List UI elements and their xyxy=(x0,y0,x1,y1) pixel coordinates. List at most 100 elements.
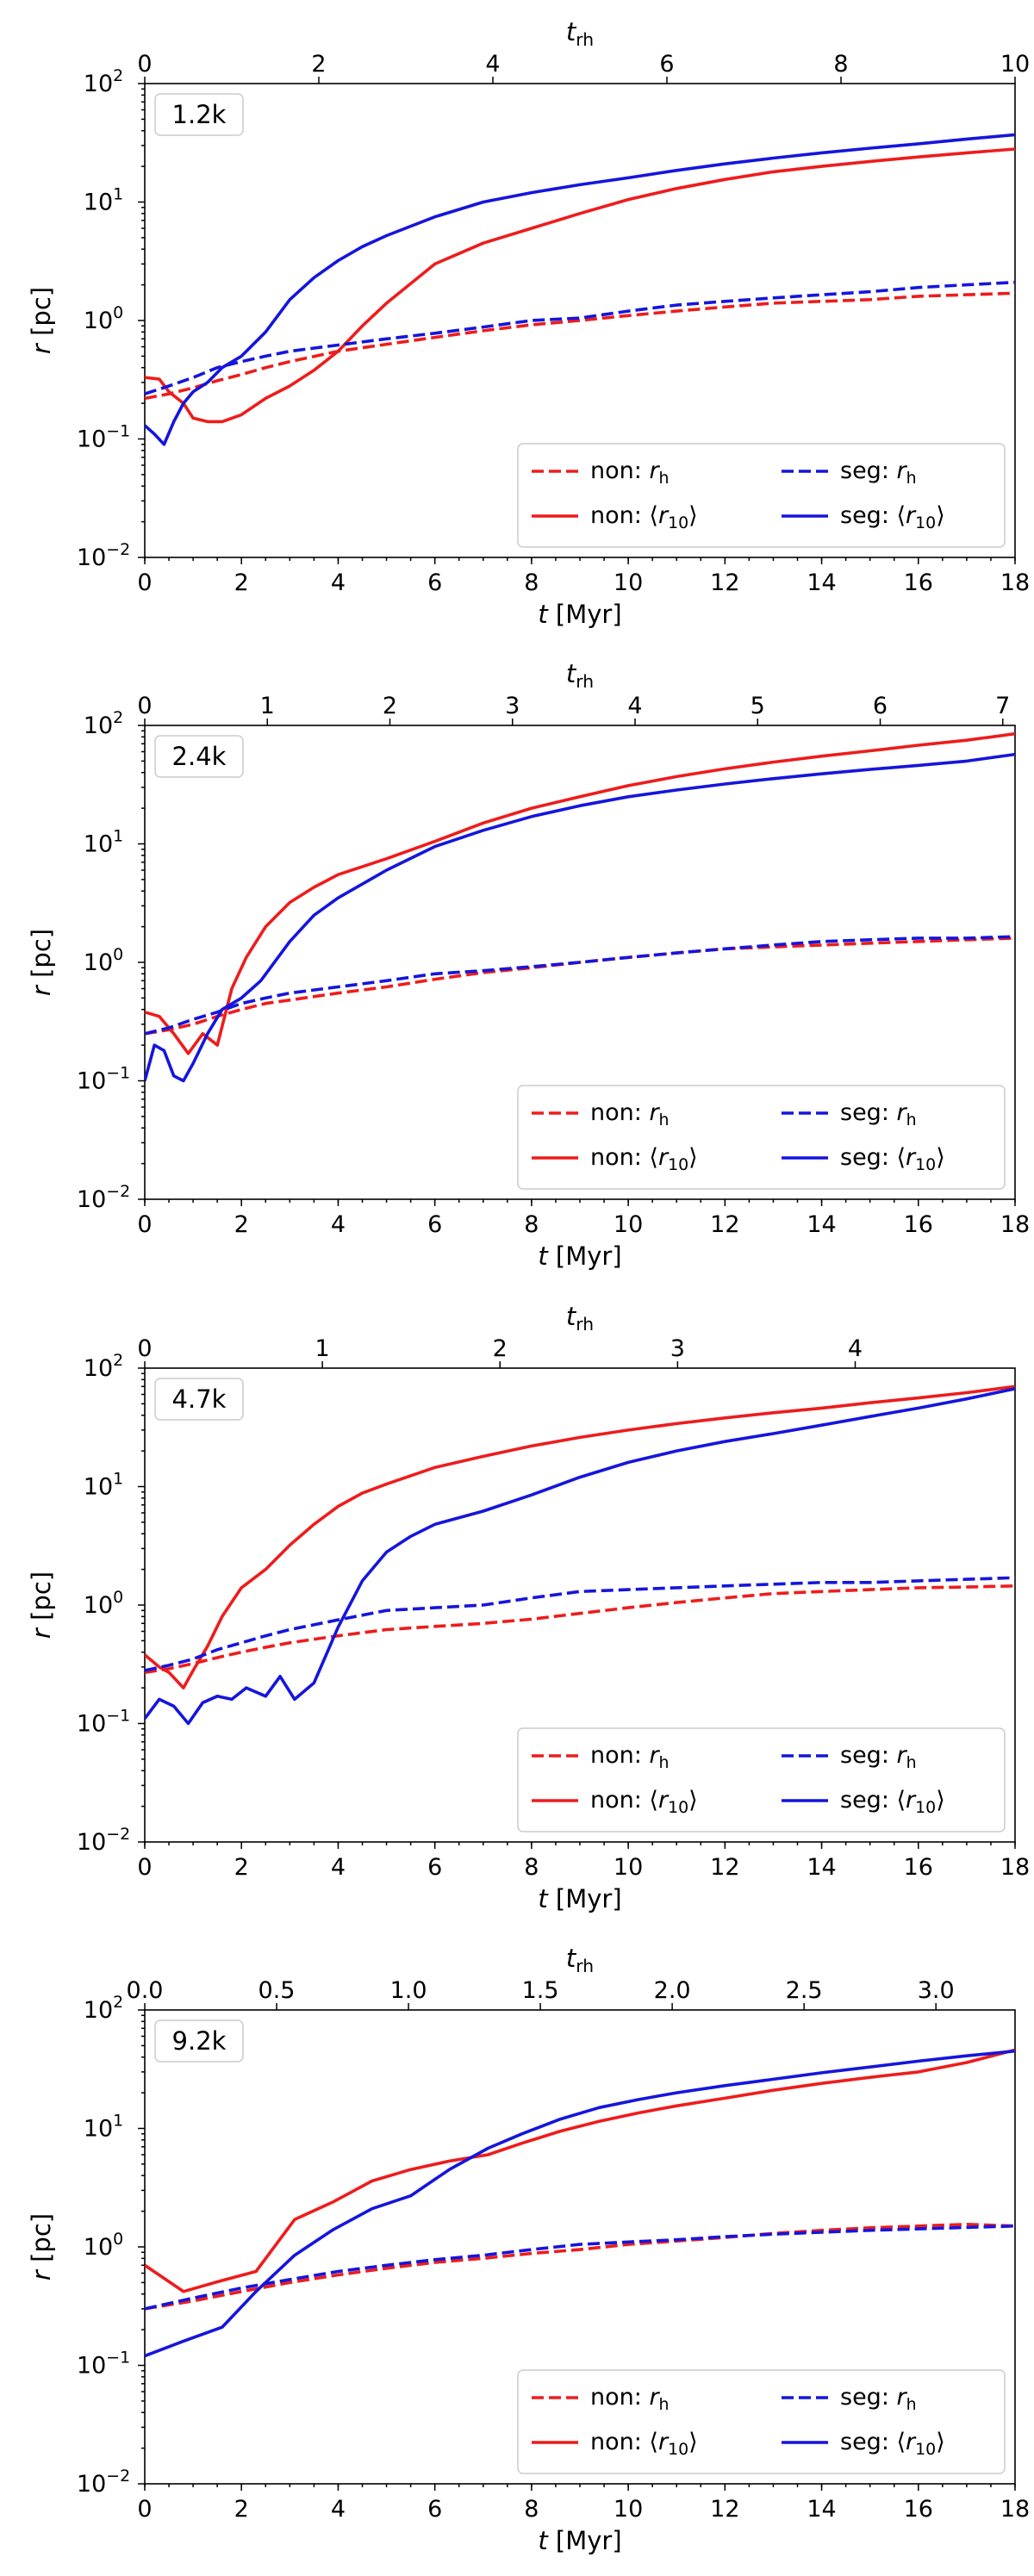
x-tick-label: 6 xyxy=(427,569,442,596)
x-tick-label: 10 xyxy=(614,1211,643,1238)
x-tick-label: 12 xyxy=(710,2496,739,2523)
top-x-axis-label: trh xyxy=(566,659,594,692)
series-line xyxy=(145,2223,1015,2311)
x-tick-label: 14 xyxy=(807,1854,836,1881)
x-tick-label: 4 xyxy=(331,569,346,596)
legend-entry: non: rh xyxy=(590,1742,670,1772)
legend-entry: non: rh xyxy=(590,1099,670,1129)
x-axis-label: t [Myr] xyxy=(538,1241,621,1271)
series-line xyxy=(145,936,1015,1036)
x-tick-label: 16 xyxy=(904,2496,933,2523)
y-tick-label: 100 xyxy=(84,2230,123,2261)
x-tick-label: 4 xyxy=(331,2496,346,2523)
legend-entry: non: rh xyxy=(590,2384,670,2414)
top-x-tick-label: 2 xyxy=(311,51,326,78)
x-axis-label: t [Myr] xyxy=(538,2526,621,2555)
x-axis-label: t [Myr] xyxy=(538,600,621,629)
top-x-tick-label: 4 xyxy=(848,1335,863,1362)
top-x-tick-label: 8 xyxy=(833,51,848,78)
series-line xyxy=(145,1387,1015,1726)
y-tick-label: 101 xyxy=(84,827,123,858)
y-tick-label: 10−2 xyxy=(77,1825,130,1856)
series-line xyxy=(145,147,1015,424)
legend-entry: seg: ⟨r10⟩ xyxy=(840,2429,945,2459)
x-tick-label: 16 xyxy=(904,569,933,596)
chart-panel-4: 0 2 4 6 8 10 12 14 16 18 0.0 0.5 1.0 1.5 2.0 2.5 3.0 10−2… xyxy=(27,1944,1030,2555)
x-tick-label: 2 xyxy=(234,2496,249,2523)
legend-entry: seg: ⟨r10⟩ xyxy=(840,1787,945,1817)
series-line xyxy=(145,1576,1015,1672)
y-tick-label: 10−2 xyxy=(77,1182,130,1213)
panel-label: 4.7k xyxy=(172,1384,227,1414)
top-x-axis-label: trh xyxy=(566,1944,594,1976)
top-x-tick-label: 0 xyxy=(137,51,152,78)
series-line xyxy=(145,2224,1015,2311)
panel-label: 2.4k xyxy=(172,742,227,771)
x-tick-label: 6 xyxy=(427,1854,442,1881)
x-tick-label: 12 xyxy=(710,1854,739,1881)
top-x-tick-label: 0.0 xyxy=(127,1977,164,2004)
top-x-axis-label: trh xyxy=(566,17,594,50)
x-tick-label: 10 xyxy=(614,2496,643,2523)
top-x-tick-label: 0 xyxy=(137,693,152,719)
x-tick-label: 12 xyxy=(710,1211,739,1238)
top-x-axis-label: trh xyxy=(566,1302,594,1335)
legend-entry: seg: rh xyxy=(840,1742,917,1772)
legend-box xyxy=(517,1727,1006,1832)
legend-entry: non: ⟨r10⟩ xyxy=(590,1144,698,1174)
legend-box xyxy=(517,2369,1006,2474)
legend-box xyxy=(517,443,1006,548)
y-tick-label: 100 xyxy=(84,1588,123,1619)
top-x-tick-label: 1 xyxy=(315,1335,330,1362)
x-tick-label: 18 xyxy=(1000,1854,1030,1881)
top-x-tick-label: 0 xyxy=(137,1335,152,1362)
y-tick-label: 102 xyxy=(84,66,123,97)
panel-label: 1.2k xyxy=(172,100,227,129)
y-tick-label: 10−2 xyxy=(77,2467,130,2498)
top-x-tick-label: 3.0 xyxy=(918,1977,955,2004)
y-tick-label: 102 xyxy=(84,708,123,739)
y-tick-label: 10−1 xyxy=(77,1707,130,1738)
y-tick-label: 10−2 xyxy=(77,540,130,571)
y-axis-label: r [pc] xyxy=(27,2213,56,2280)
top-x-tick-label: 3 xyxy=(670,1335,685,1362)
y-axis-label: r [pc] xyxy=(27,287,56,354)
x-tick-label: 14 xyxy=(807,569,836,596)
series-line xyxy=(145,2049,1015,2358)
top-x-tick-label: 6 xyxy=(659,51,674,78)
x-tick-label: 18 xyxy=(1000,1211,1030,1238)
x-tick-label: 4 xyxy=(331,1854,346,1881)
x-tick-label: 16 xyxy=(904,1211,933,1238)
series-line xyxy=(145,1384,1015,1689)
top-x-tick-label: 4 xyxy=(627,693,642,719)
x-tick-label: 14 xyxy=(807,2496,836,2523)
top-x-tick-label: 6 xyxy=(873,693,888,719)
x-tick-label: 0 xyxy=(137,569,152,596)
legend-entry: seg: ⟨r10⟩ xyxy=(840,1144,945,1174)
series-line xyxy=(145,752,1015,1083)
x-tick-label: 10 xyxy=(614,1854,643,1881)
y-tick-label: 10−1 xyxy=(77,2349,130,2380)
x-tick-label: 12 xyxy=(710,569,739,596)
top-x-tick-label: 1 xyxy=(260,693,275,719)
top-x-tick-label: 3 xyxy=(505,693,520,719)
x-tick-label: 16 xyxy=(904,1854,933,1881)
x-tick-label: 8 xyxy=(524,2496,539,2523)
y-tick-label: 102 xyxy=(84,1993,123,2024)
y-tick-label: 102 xyxy=(84,1351,123,1382)
x-tick-label: 0 xyxy=(137,2496,152,2523)
panel-label-box xyxy=(154,93,244,136)
x-tick-label: 8 xyxy=(524,1211,539,1238)
x-axis-label: t [Myr] xyxy=(538,1884,621,1913)
x-tick-label: 14 xyxy=(807,1211,836,1238)
x-tick-label: 6 xyxy=(427,1211,442,1238)
series-line xyxy=(145,291,1015,401)
legend-box xyxy=(517,1085,1006,1190)
x-tick-label: 18 xyxy=(1000,569,1030,596)
series-line xyxy=(145,133,1015,446)
top-x-tick-label: 4 xyxy=(485,51,500,78)
chart-panel-1: 0 2 4 6 8 10 12 14 16 18 0 2 4 6 8 10 10−2 10−1 100 101 102 t… xyxy=(27,17,1030,629)
series-line xyxy=(145,935,1015,1036)
